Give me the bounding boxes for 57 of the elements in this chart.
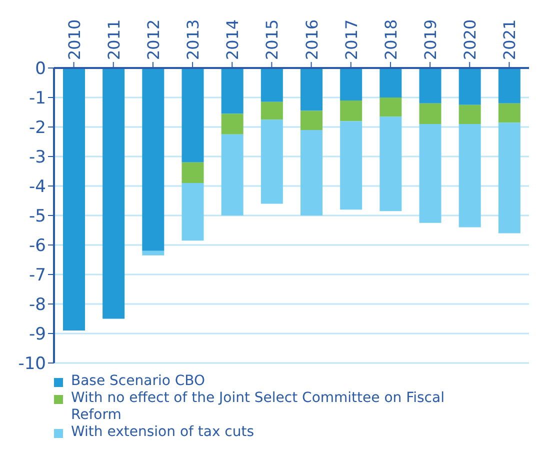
y-tick-label: -7 (29, 266, 46, 286)
bar (458, 104, 481, 124)
bar (380, 116, 402, 212)
y-tick-label: -4 (29, 177, 46, 198)
bar (380, 68, 402, 98)
x-tick-label: 2019 (421, 19, 440, 60)
legend-label: Base Scenario CBO (71, 373, 206, 390)
bar (419, 103, 442, 124)
x-tick-label: 2016 (302, 19, 322, 60)
y-tick-label: -6 (29, 236, 46, 256)
y-tick-label: -9 (29, 324, 46, 345)
bar (221, 68, 244, 114)
x-tick-label: 2014 (223, 19, 242, 60)
bar (340, 68, 362, 100)
bar (142, 68, 164, 251)
bar (182, 183, 204, 241)
legend-label: With extension of tax cuts (71, 424, 254, 441)
x-tick-label: 2011 (104, 19, 124, 60)
bar (458, 124, 481, 228)
x-tick-label: 2020 (460, 19, 480, 60)
y-tick-label: -3 (29, 148, 46, 168)
bar (142, 250, 164, 256)
bar (458, 68, 481, 105)
x-tick-label: 2010 (64, 19, 84, 60)
bar (380, 98, 402, 117)
bar (260, 102, 283, 120)
bar (300, 110, 322, 130)
x-tick-label: 2021 (500, 19, 520, 60)
bar (340, 100, 362, 122)
bar (260, 120, 283, 204)
y-tick-label: -8 (29, 295, 46, 316)
legend-label: With no effect of the Joint Select Committee on Fiscal Reform (71, 390, 446, 424)
bar (300, 130, 322, 216)
bar (498, 103, 520, 123)
bar (182, 68, 204, 162)
bar (221, 114, 244, 134)
bar (300, 68, 322, 111)
bar (260, 68, 283, 102)
y-tick-label: -1 (29, 88, 46, 109)
bar (419, 68, 442, 104)
y-tick-label: -10 (18, 354, 46, 374)
bar (340, 121, 362, 210)
bar (102, 68, 125, 319)
x-tick-label: 2012 (144, 19, 163, 60)
y-tick-label: -2 (29, 118, 46, 138)
bar (182, 162, 204, 184)
x-tick-label: 2018 (381, 19, 400, 60)
y-tick-label: 0 (35, 59, 46, 80)
bar (498, 122, 520, 234)
bar (63, 68, 85, 331)
x-tick-label: 2015 (262, 19, 282, 60)
x-tick-label: 2017 (342, 19, 361, 60)
bar (498, 68, 520, 104)
bar (419, 124, 442, 223)
y-tick-label: -5 (29, 206, 46, 227)
x-tick-label: 2013 (184, 19, 203, 60)
bar (221, 134, 244, 216)
